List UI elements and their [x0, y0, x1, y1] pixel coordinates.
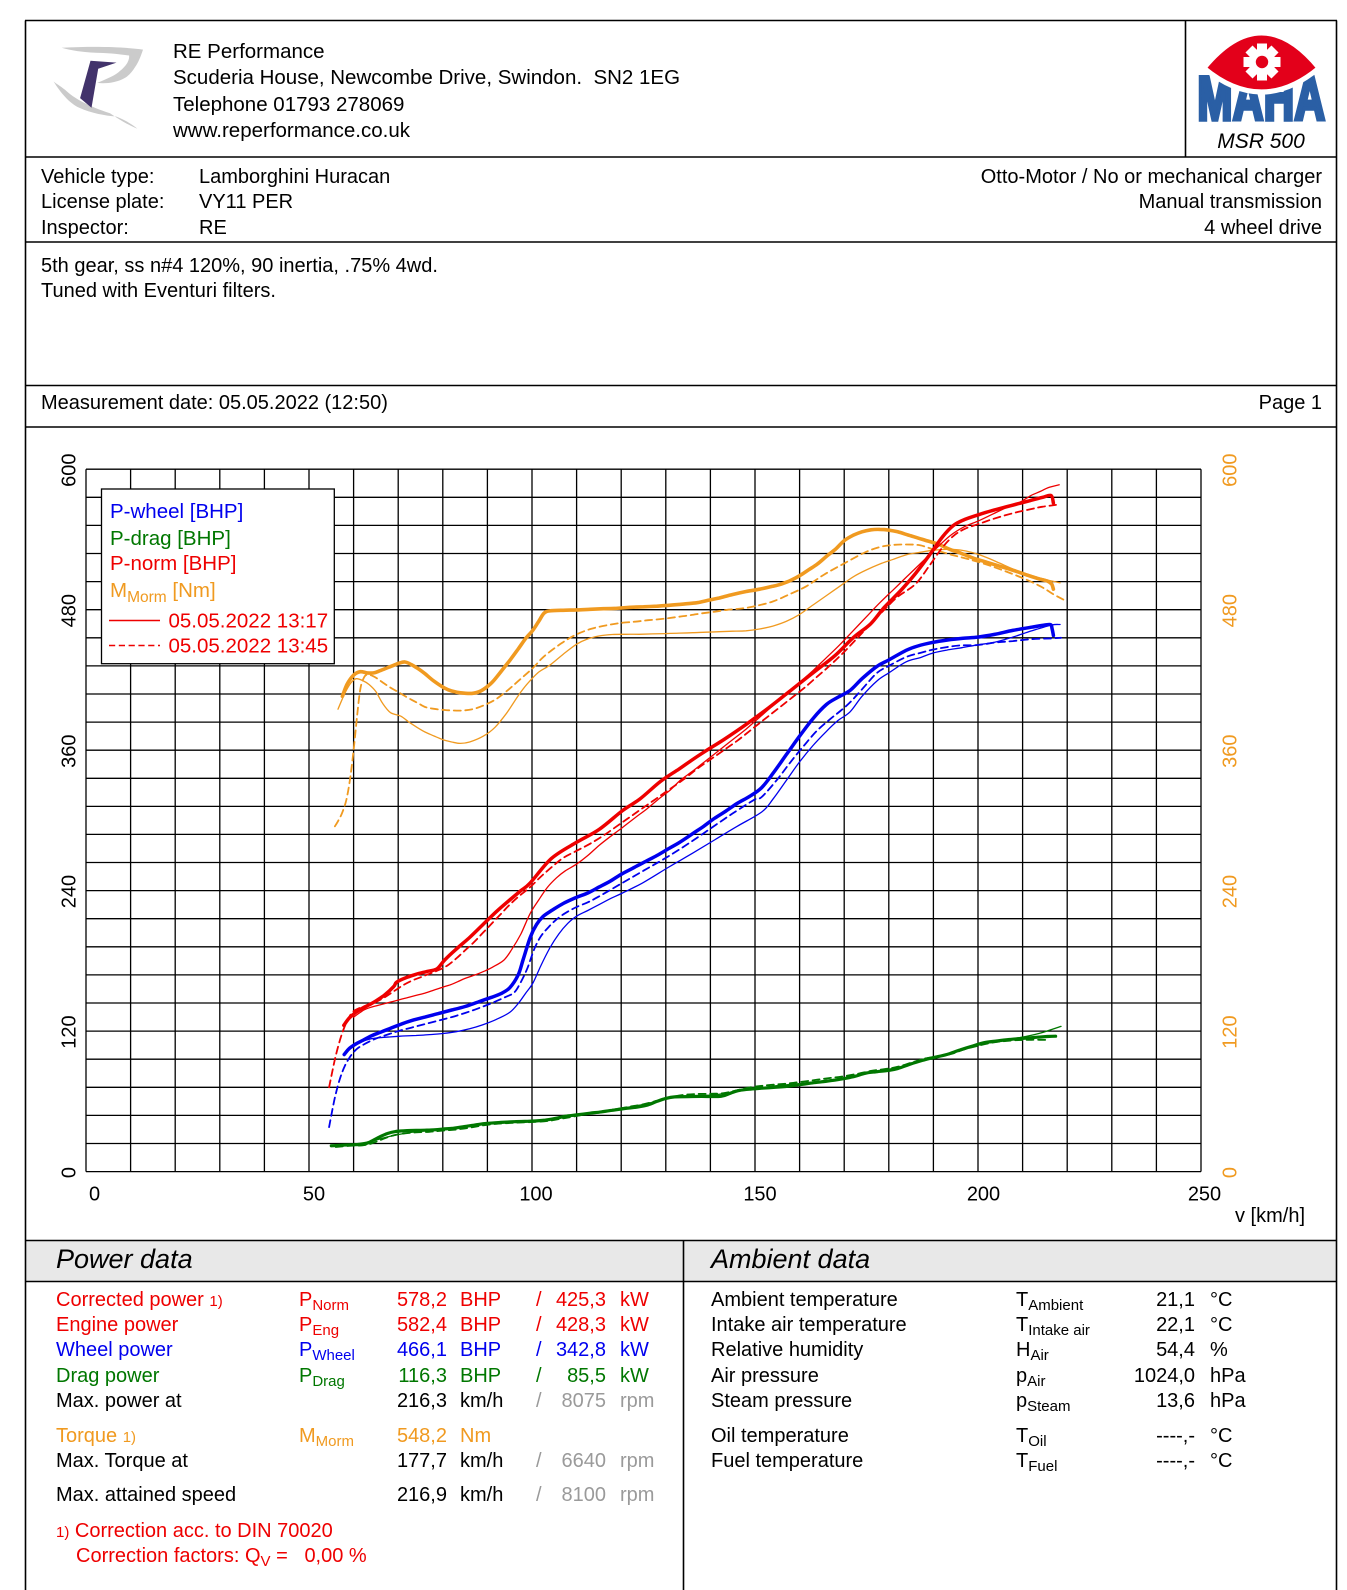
svg-text:120: 120 — [59, 1015, 81, 1048]
svg-text:360: 360 — [1220, 735, 1242, 768]
svg-text:v [km/h]: v [km/h] — [1235, 1205, 1305, 1227]
svg-text:200: 200 — [967, 1184, 1000, 1206]
svg-text:P-norm [BHP]: P-norm [BHP] — [110, 552, 236, 575]
svg-text:150: 150 — [743, 1184, 776, 1206]
svg-text:600: 600 — [59, 454, 81, 487]
svg-text:120: 120 — [1220, 1015, 1242, 1048]
svg-text:05.05.2022 13:45: 05.05.2022 13:45 — [169, 635, 329, 658]
svg-text:240: 240 — [59, 875, 81, 908]
svg-text:360: 360 — [59, 735, 81, 768]
svg-text:0: 0 — [1220, 1167, 1242, 1178]
svg-text:240: 240 — [1220, 875, 1242, 908]
svg-text:0: 0 — [59, 1167, 81, 1178]
svg-text:MSR 500: MSR 500 — [1217, 130, 1305, 153]
svg-text:480: 480 — [1220, 594, 1242, 627]
svg-text:50: 50 — [303, 1184, 325, 1206]
svg-text:0: 0 — [89, 1184, 100, 1206]
svg-text:600: 600 — [1220, 454, 1242, 487]
svg-text:100: 100 — [519, 1184, 552, 1206]
svg-text:250: 250 — [1188, 1184, 1221, 1206]
svg-text:05.05.2022 13:17: 05.05.2022 13:17 — [169, 610, 329, 633]
svg-text:P-drag [BHP]: P-drag [BHP] — [110, 527, 231, 550]
svg-text:P-wheel [BHP]: P-wheel [BHP] — [110, 500, 243, 523]
svg-text:MMorm [Nm]: MMorm [Nm] — [110, 579, 216, 606]
svg-text:480: 480 — [59, 594, 81, 627]
